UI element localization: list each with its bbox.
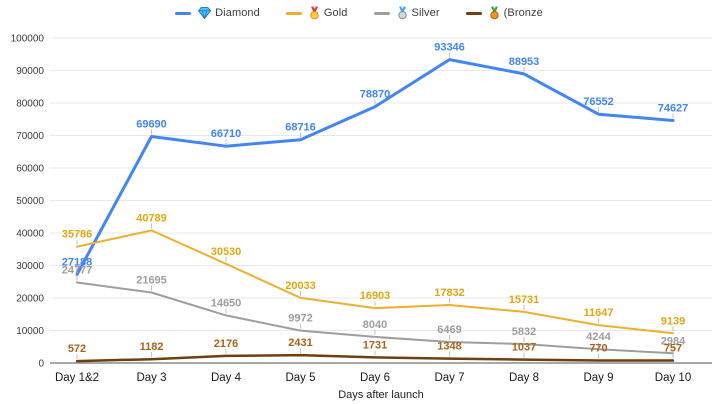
y-axis-tick-label: 10000 <box>16 326 44 337</box>
data-label-gold: 11647 <box>584 307 614 319</box>
legend-label-silver: Silver <box>411 7 440 19</box>
y-axis-tick-label: 50000 <box>16 196 44 207</box>
gem-icon <box>198 7 212 19</box>
legend-item-silver[interactable]: Silver <box>373 6 440 20</box>
data-label-bronze: 1182 <box>140 341 164 353</box>
data-label-diamond: 74627 <box>658 102 689 114</box>
data-label-gold: 40789 <box>136 212 167 224</box>
y-axis-tick-label: 60000 <box>16 164 44 175</box>
x-axis-label: Day 7 <box>434 372 464 384</box>
y-axis-tick-label: 40000 <box>16 229 44 240</box>
y-axis-tick-label: 30000 <box>16 261 44 272</box>
data-label-silver: 6469 <box>437 324 461 336</box>
data-label-diamond: 69690 <box>136 119 167 131</box>
legend-label-bronze: (Bronze <box>503 7 543 19</box>
data-label-diamond: 66710 <box>211 128 242 140</box>
legend-item-diamond[interactable]: Diamond <box>175 7 260 19</box>
data-label-bronze: 2176 <box>214 338 238 350</box>
y-axis-tick-label: 100000 <box>11 34 45 45</box>
x-axis-label: Day 10 <box>655 372 691 384</box>
legend-swatch-diamond <box>175 11 192 15</box>
y-axis-tick-label: 0 <box>38 359 44 370</box>
data-label-diamond: 88953 <box>509 56 540 68</box>
data-label-silver: 9972 <box>288 313 312 325</box>
data-label-bronze: 572 <box>68 343 86 355</box>
x-axis-label: Day 6 <box>360 372 390 384</box>
legend-label-gold: Gold <box>323 7 348 19</box>
x-axis-label: Day 1&2 <box>55 372 99 384</box>
data-label-diamond: 27188 <box>62 257 93 269</box>
data-label-gold: 30530 <box>211 246 242 258</box>
silver-medal-icon <box>397 6 408 20</box>
gold-medal-icon <box>309 6 320 20</box>
x-axis-label: Day 5 <box>285 372 315 384</box>
legend-swatch-silver <box>373 11 390 15</box>
legend-label-diamond: Diamond <box>215 7 260 19</box>
data-label-bronze: 770 <box>589 342 607 354</box>
data-label-diamond: 93346 <box>434 42 465 54</box>
legend-swatch-gold <box>285 11 302 15</box>
data-label-silver: 24777 <box>62 264 93 276</box>
data-label-silver: 8040 <box>363 319 387 331</box>
series-line-silver[interactable] <box>76 281 674 355</box>
data-label-bronze: 2431 <box>288 337 312 349</box>
data-label-diamond: 78870 <box>360 89 391 101</box>
y-axis-tick-label: 70000 <box>16 131 44 142</box>
bronze-medal-icon <box>489 6 500 20</box>
data-label-silver: 14650 <box>211 297 242 309</box>
data-label-bronze: 1037 <box>512 342 536 354</box>
data-label-gold: 17832 <box>434 287 465 299</box>
y-axis-tick-label: 90000 <box>16 66 44 77</box>
data-label-silver: 4244 <box>586 331 611 343</box>
data-label-bronze: 757 <box>664 343 682 355</box>
y-axis-tick-label: 20000 <box>16 294 44 305</box>
data-label-diamond: 76552 <box>583 96 614 108</box>
data-label-gold: 9139 <box>661 315 685 327</box>
legend-item-gold[interactable]: Gold <box>285 6 348 20</box>
x-axis-title: Days after launch <box>338 389 424 401</box>
data-label-gold: 15731 <box>509 294 540 306</box>
series-line-bronze[interactable] <box>75 353 675 363</box>
data-label-bronze: 1731 <box>363 339 387 351</box>
x-axis-label: Day 4 <box>211 372 242 384</box>
data-label-gold: 20033 <box>285 280 316 292</box>
x-axis-label: Day 3 <box>136 372 166 384</box>
series-line-diamond[interactable] <box>75 58 675 277</box>
data-label-gold: 16903 <box>360 290 391 302</box>
data-label-silver: 5832 <box>512 326 536 338</box>
y-axis-tick-label: 80000 <box>16 99 44 110</box>
data-label-bronze: 1348 <box>437 341 461 353</box>
x-axis-label: Day 9 <box>583 372 613 384</box>
series-line-gold[interactable] <box>76 229 674 335</box>
x-axis-label: Day 8 <box>509 372 539 384</box>
legend-item-bronze[interactable]: (Bronze <box>465 6 543 20</box>
data-label-silver: 21695 <box>136 274 167 286</box>
data-label-diamond: 68716 <box>285 122 316 134</box>
data-label-silver: 2984 <box>661 335 686 347</box>
data-label-gold: 35786 <box>62 229 93 241</box>
legend-swatch-bronze <box>465 11 482 15</box>
chart-legend: Diamond Gold Silver (Bronze <box>0 3 718 23</box>
